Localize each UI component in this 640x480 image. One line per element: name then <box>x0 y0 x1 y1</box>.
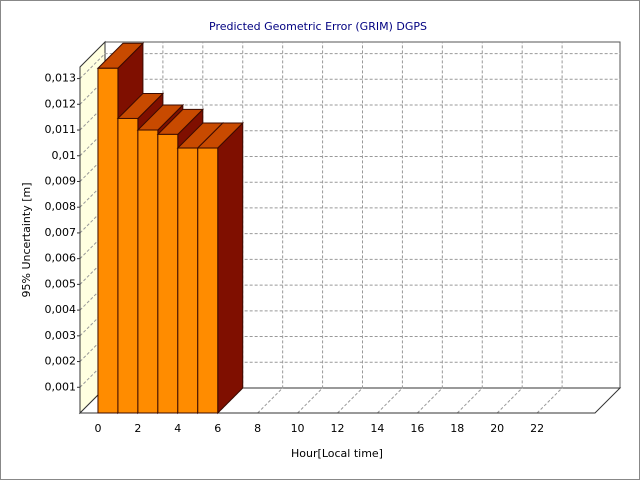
chart-title: Predicted Geometric Error (GRIM) DGPS <box>209 20 427 33</box>
y-tick-label: 0,002 <box>45 355 77 368</box>
x-tick-label: 6 <box>214 422 221 435</box>
x-tick-label: 10 <box>291 422 305 435</box>
x-tick-label: 20 <box>490 422 504 435</box>
y-tick-label: 0,013 <box>45 72 77 85</box>
bar <box>177 147 199 414</box>
bar <box>197 147 219 414</box>
y-tick-label: 0,011 <box>45 123 77 136</box>
x-tick-label: 22 <box>530 422 544 435</box>
x-tick-label: 12 <box>331 422 345 435</box>
y-tick-label: 0,01 <box>52 149 77 162</box>
bar <box>137 129 159 414</box>
grid-line <box>496 42 523 414</box>
x-axis-label: Hour[Local time] <box>291 447 383 460</box>
x-tick-label: 8 <box>254 422 261 435</box>
x-tick-label: 2 <box>134 422 141 435</box>
grid-line <box>536 42 563 414</box>
bar <box>157 133 179 414</box>
x-tick-label: 0 <box>94 422 101 435</box>
y-tick-label: 0,004 <box>45 303 77 316</box>
y-tick-label: 0,009 <box>45 174 77 187</box>
y-tick-label: 0,005 <box>45 277 77 290</box>
y-tick-label: 0,012 <box>45 97 77 110</box>
grid-line <box>337 42 363 414</box>
y-tick-label: 0,003 <box>45 329 77 342</box>
grid-line <box>456 42 483 414</box>
x-tick-label: 4 <box>174 422 181 435</box>
y-tick-label: 0,008 <box>45 200 77 213</box>
x-tick-label: 16 <box>410 422 424 435</box>
grid-line <box>377 42 403 414</box>
grid-line <box>416 42 443 414</box>
x-tick-label: 14 <box>370 422 384 435</box>
x-tick-label: 18 <box>450 422 464 435</box>
grid-line <box>257 42 284 414</box>
bar <box>117 117 139 414</box>
y-tick-label: 0,001 <box>45 380 77 393</box>
grid-line <box>297 42 324 414</box>
y-axis-label: 95% Uncertainty [m] <box>20 182 33 297</box>
bar-side <box>217 121 244 415</box>
y-tick-label: 0,006 <box>45 252 77 265</box>
y-tick-label: 0,007 <box>45 226 77 239</box>
grid-line <box>79 53 620 79</box>
bar <box>97 67 119 414</box>
